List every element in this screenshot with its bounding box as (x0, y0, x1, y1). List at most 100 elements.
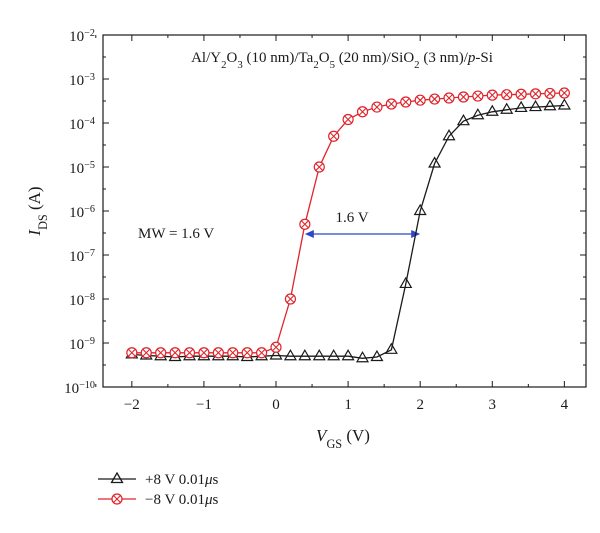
marker-cross-b (401, 98, 410, 106)
marker-cross-b (531, 89, 540, 98)
data-point-circle-x (198, 347, 210, 359)
marker-cross-b (228, 348, 237, 357)
marker-cross-b (171, 348, 179, 357)
marker-cross-b (142, 348, 151, 357)
legend-label-positive: +8 V 0.01μs (145, 472, 219, 488)
marker-cross-b (473, 92, 482, 100)
x-tick-label: 3 (489, 397, 497, 413)
marker-cross-b (560, 89, 569, 97)
data-point-triangle (442, 129, 456, 141)
marker-cross-b (416, 96, 425, 105)
shift-arrow-head-left (304, 230, 314, 239)
data-point-circle-x (544, 87, 556, 100)
marker-cross-b (546, 89, 554, 98)
data-point-circle-x (457, 91, 470, 103)
marker-cross-b (156, 348, 165, 357)
marker-cross-b (185, 348, 194, 357)
marker-cross-b (387, 100, 396, 108)
marker-cross-b (315, 163, 324, 171)
y-tick-label: 10−9 (69, 336, 95, 354)
legend-label-negative: −8 V 0.01μs (145, 492, 219, 508)
data-point-circle-x (529, 88, 542, 100)
data-point-circle-x (328, 130, 340, 142)
marker-cross-b (272, 343, 280, 352)
marker-cross-b (243, 348, 252, 357)
shift-label: 1.6 V (335, 210, 368, 226)
data-point-circle-x (155, 347, 167, 359)
data-point-triangle (370, 349, 384, 362)
x-tick-label: 2 (416, 397, 424, 413)
marker-cross-b (459, 93, 468, 101)
x-axis-title: VGS (V) (316, 426, 370, 451)
marker-cross-b (127, 348, 136, 357)
data-point-triangle (543, 99, 557, 111)
data-point-triangle (413, 203, 427, 216)
data-point-triangle (514, 100, 528, 113)
data-point-circle-x (169, 347, 181, 359)
data-point-circle-x (371, 101, 383, 113)
marker-cross-b (286, 295, 295, 303)
data-point-triangle (283, 349, 297, 361)
data-point-circle-x (270, 341, 282, 353)
marker-cross-b (358, 107, 367, 116)
marker-cross-b (329, 132, 338, 141)
y-tick-label: 10−6 (69, 204, 95, 222)
data-point-circle-x (486, 89, 498, 101)
y-axis-title: IDS (A) (25, 186, 50, 236)
data-point-triangle (312, 349, 326, 361)
data-point-triangle (500, 102, 514, 114)
memory-window-label: MW = 1.6 V (138, 226, 214, 242)
data-point-circle-x (313, 161, 325, 173)
y-tick-label: 10−3 (69, 72, 95, 90)
data-point-circle-x (299, 218, 311, 230)
plot-frame (102, 34, 587, 388)
data-point-circle-x (126, 347, 138, 359)
data-point-triangle (341, 349, 355, 361)
data-point-circle-x (241, 347, 253, 359)
data-point-circle-x (414, 94, 426, 106)
data-point-triangle (456, 113, 470, 126)
data-point-circle-x (385, 98, 397, 110)
data-point-circle-x (212, 347, 224, 359)
data-point-triangle (399, 276, 413, 289)
data-point-triangle (298, 349, 312, 361)
y-tick-label: 10−10 (64, 380, 95, 398)
data-point-circle-x (284, 293, 297, 305)
legend: +8 V 0.01μs −8 V 0.01μs (98, 471, 219, 508)
y-tick-label: 10−5 (69, 160, 95, 178)
data-point-triangle (384, 342, 398, 354)
data-point-circle-x (356, 106, 369, 118)
data-point-triangle (471, 108, 485, 120)
x-tick-label: 0 (272, 397, 280, 413)
marker-cross-b (344, 115, 352, 124)
data-point-triangle (269, 348, 283, 360)
data-point-circle-x (429, 93, 441, 105)
legend-marker-circle-x (111, 493, 123, 505)
legend-marker-triangle (110, 471, 124, 484)
chart-title: Al/Y2O3 (10 nm)/Ta2O5 (20 nm)/SiO2 (3 nm… (191, 50, 493, 71)
data-point-triangle (355, 351, 370, 363)
data-point-circle-x (558, 87, 570, 99)
y-tick-label: 10−2 (69, 28, 95, 46)
y-tick-label: 10−4 (69, 116, 95, 134)
marker-cross-b (445, 94, 453, 102)
data-point-triangle (428, 156, 442, 168)
data-point-circle-x (472, 90, 484, 102)
marker-cross-b (200, 348, 208, 357)
data-point-triangle (327, 349, 341, 361)
data-point-circle-x (183, 347, 196, 359)
data-point-circle-x (255, 347, 268, 359)
y-tick-label: 10−8 (69, 292, 95, 310)
marker-cross-b (488, 91, 497, 100)
data-point-circle-x (443, 92, 455, 104)
data-point-circle-x (400, 96, 412, 108)
data-point-circle-x (501, 89, 513, 101)
marker-cross-b (502, 90, 511, 99)
data-point-circle-x (342, 113, 354, 126)
marker-cross-b (257, 348, 266, 357)
data-point-circle-x (227, 347, 239, 359)
data-point-triangle (528, 99, 543, 112)
y-tick-label: 10−7 (69, 248, 95, 266)
